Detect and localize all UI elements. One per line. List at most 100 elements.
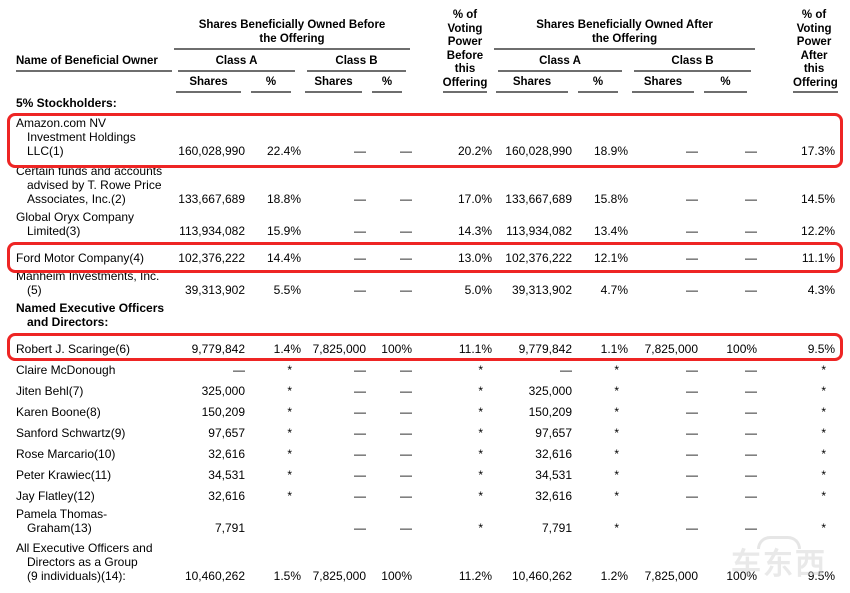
cell-value: 7,825,000 xyxy=(312,569,366,583)
cell-value xyxy=(245,507,301,539)
cell-value: * xyxy=(821,489,827,503)
cell-value: * xyxy=(478,489,483,503)
cell-value: — xyxy=(400,224,412,238)
cell-value: 11.1% xyxy=(458,342,492,356)
cell-value: — xyxy=(354,489,366,503)
cell-value: 100% xyxy=(381,569,412,583)
section-header-row: 5% Stockholders: xyxy=(16,93,835,114)
cell-value: — xyxy=(745,283,758,297)
cell-value: 7,825,000 xyxy=(312,342,366,356)
cell-value: — xyxy=(354,447,366,461)
cell-value: 1.5% xyxy=(273,569,301,583)
cell-value: 102,376,222 xyxy=(505,251,572,265)
cell-value: — xyxy=(686,224,698,238)
cell-value: — xyxy=(400,192,412,206)
cell-value: — xyxy=(354,224,366,238)
voting-power-after-header: % of Voting Power After this Offering xyxy=(757,8,838,93)
table-row: Ford Motor Company(4) 102,376,222 14.4% — — 1… xyxy=(16,242,835,269)
cell-value: — xyxy=(686,468,698,482)
cell-value: 32,616 xyxy=(535,489,572,503)
owner-name: Global Oryx Company Limited(3) xyxy=(16,210,135,238)
after-class-b-shares-header: Shares xyxy=(628,72,698,93)
cell-value: — xyxy=(686,447,698,461)
cell-value: 100% xyxy=(726,569,758,583)
cell-value: 32,616 xyxy=(535,447,572,461)
table-row: Amazon.com NV Investment Holdings LLC(1)… xyxy=(16,114,835,162)
ownership-table-body: 5% Stockholders: Amazon.com NV Investment… xyxy=(16,93,835,587)
cell-value: 13.0% xyxy=(457,251,492,265)
cell-value: * xyxy=(614,468,619,482)
cell-value: * xyxy=(478,447,483,461)
table-row: Jiten Behl(7) 325,000 * — — * 325,000 * — — * xyxy=(16,381,835,402)
cell-value: 10,460,262 xyxy=(511,569,572,583)
cell-value: * xyxy=(478,521,483,535)
cell-value: * xyxy=(478,468,483,482)
owner-name: Sanford Schwartz(9) xyxy=(16,426,126,440)
table-row: Manheim Investments, Inc. (5) 39,313,902 5… xyxy=(16,269,835,301)
owner-name: Jay Flatley(12) xyxy=(16,489,95,503)
cell-value: * xyxy=(614,405,619,419)
cell-value: 22.4% xyxy=(266,144,301,158)
cell-value: — xyxy=(745,489,758,503)
cell-value: 1.4% xyxy=(273,342,301,356)
cell-value: 15.9% xyxy=(266,224,301,238)
cell-value: 7,791 xyxy=(541,521,572,535)
cell-value: * xyxy=(614,363,619,377)
cell-value: 97,657 xyxy=(535,426,572,440)
cell-value: — xyxy=(686,144,698,158)
before-class-b-pct-header: % xyxy=(366,72,412,93)
table-row: Jay Flatley(12) 32,616 * — — * 32,616 * — — * xyxy=(16,486,835,507)
cell-value: 17.3% xyxy=(801,144,836,158)
spacer-cell xyxy=(16,72,172,93)
owner-name: Ford Motor Company(4) xyxy=(16,251,145,265)
cell-value: * xyxy=(287,468,292,482)
header-row-shares-pct: Shares % Shares % Shares % Shares % xyxy=(16,72,835,93)
cell-value: — xyxy=(745,447,758,461)
table-row: Rose Marcario(10) 32,616 * — — * 32,616 * — — * xyxy=(16,444,835,465)
cell-value: 17.0% xyxy=(457,192,492,206)
beneficial-ownership-table: Name of Beneficial Owner Shares Benefici… xyxy=(16,8,838,587)
owner-name: Rose Marcario(10) xyxy=(16,447,116,461)
cell-value: 113,934,082 xyxy=(506,224,572,238)
cell-value: 113,934,082 xyxy=(179,224,245,238)
cell-value: — xyxy=(686,521,698,535)
cell-value: 34,531 xyxy=(208,468,245,482)
after-class-a-header: Class A xyxy=(492,50,628,72)
cell-value: — xyxy=(745,144,758,158)
cell-value: — xyxy=(400,426,412,440)
section-label: Named Executive Officers and Directors: xyxy=(16,301,165,329)
cell-value: 325,000 xyxy=(528,384,572,398)
cell-value: 39,313,902 xyxy=(511,283,572,297)
cell-value: * xyxy=(478,384,483,398)
cell-value: — xyxy=(400,384,412,398)
cell-value: — xyxy=(745,521,758,535)
cell-value: 100% xyxy=(381,342,412,356)
cell-value: — xyxy=(354,405,366,419)
cell-value: — xyxy=(400,447,412,461)
section-label: 5% Stockholders: xyxy=(16,96,117,110)
cell-value: * xyxy=(287,363,292,377)
owner-name: Peter Krawiec(11) xyxy=(16,468,112,482)
cell-value: — xyxy=(400,405,412,419)
cell-value: — xyxy=(686,426,698,440)
cell-value: — xyxy=(400,144,412,158)
cell-value: * xyxy=(287,426,292,440)
cell-value: — xyxy=(354,283,366,297)
cell-value: 5.5% xyxy=(273,283,301,297)
table-row: Claire McDonough — * — — * — * — — * xyxy=(16,360,835,381)
cell-value: 7,791 xyxy=(214,521,245,535)
cell-value: * xyxy=(821,468,827,482)
cell-value: 10,460,262 xyxy=(184,569,245,583)
cell-value: — xyxy=(400,489,412,503)
cell-value: — xyxy=(400,468,412,482)
cell-value: 13.4% xyxy=(593,224,628,238)
cell-value: — xyxy=(354,426,366,440)
cell-value: — xyxy=(354,384,366,398)
cell-value: — xyxy=(745,192,758,206)
table-row: Pamela Thomas- Graham(13) 7,791 — — * 7,791 * —… xyxy=(16,507,835,539)
before-class-a-pct-header: % xyxy=(245,72,301,93)
before-class-b-header: Class B xyxy=(301,50,412,72)
cell-value: 1.1% xyxy=(600,342,628,356)
cell-value: * xyxy=(478,426,483,440)
